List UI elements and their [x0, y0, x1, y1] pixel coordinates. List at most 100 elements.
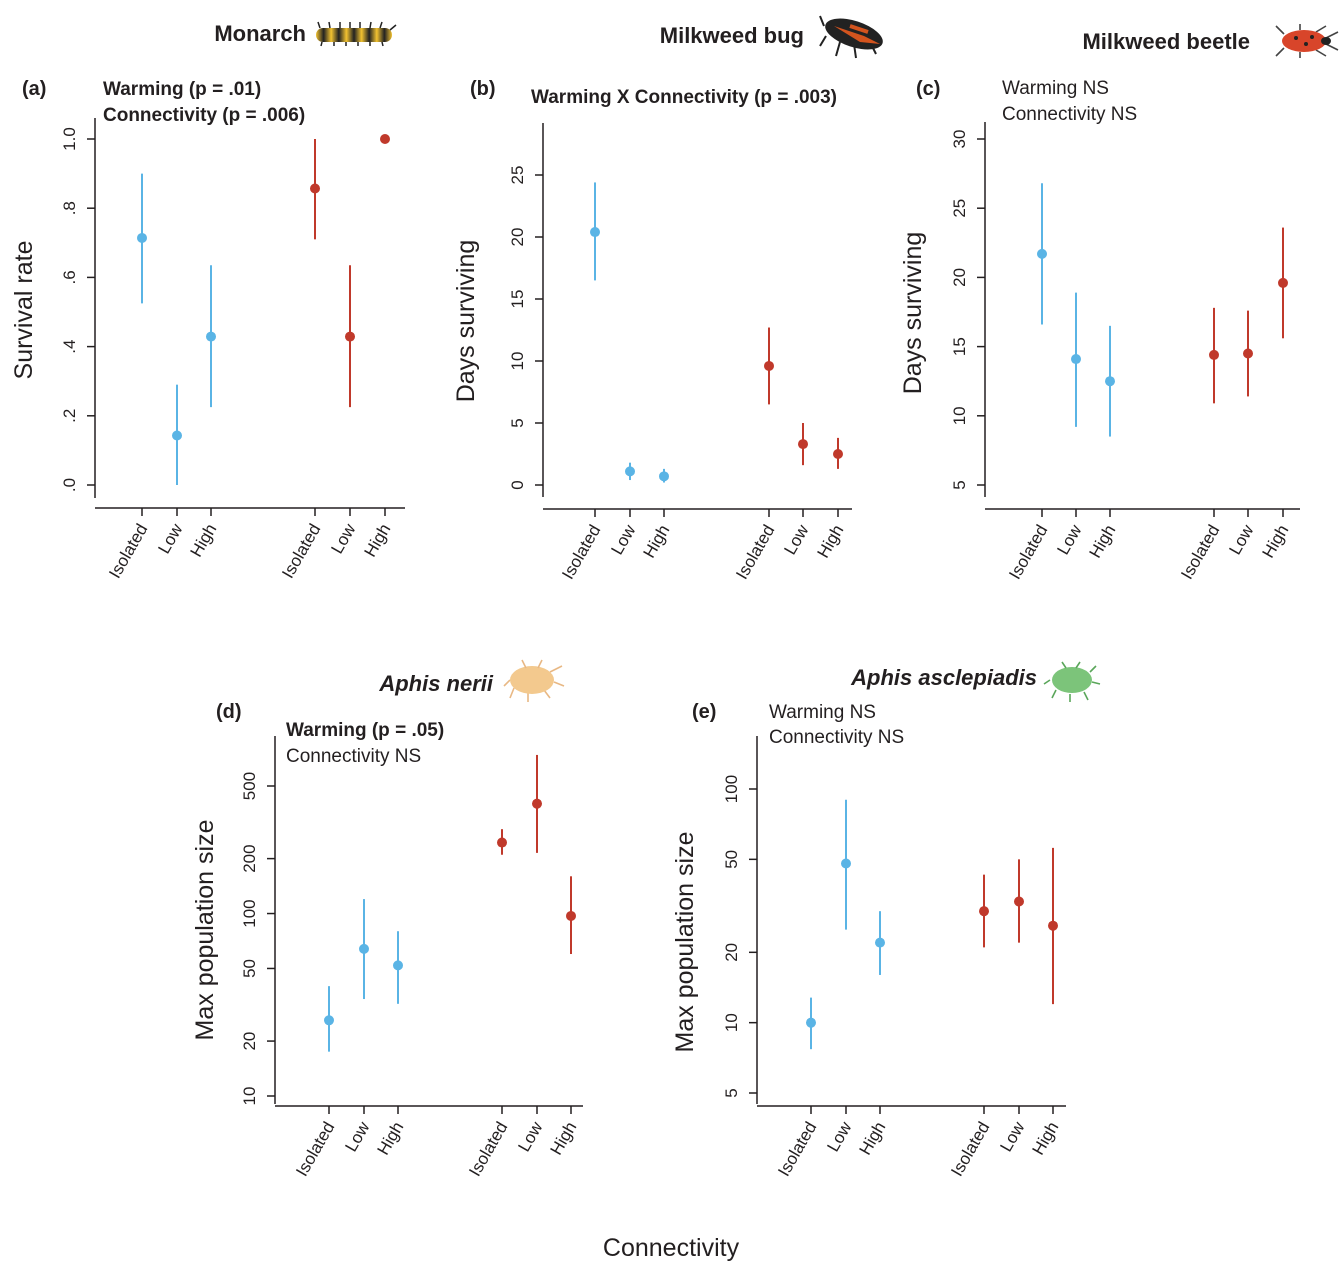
panel-c-x-tick-label: Low [1053, 521, 1085, 558]
panel-e-y-axis-label: Max population size [671, 832, 699, 1053]
panel-a-y-tick-label: .4 [60, 340, 79, 354]
panel-d-data-point [497, 837, 507, 848]
panel-a-x-tick-label: High [187, 521, 221, 561]
panel-e-x-tick-label: Isolated [947, 1119, 993, 1180]
panel-e-x-tick-label: High [1029, 1119, 1063, 1159]
panel-b-y-tick-label: 0 [508, 480, 527, 489]
panel-a-y-tick-label: .0 [60, 478, 79, 492]
panel-c-y-tick-label: 30 [950, 130, 969, 149]
panel-e-y-tick-label: 50 [722, 850, 741, 869]
panel-a-x-tick-label: High [361, 521, 395, 561]
panel-a-x-tick-label: Isolated [278, 521, 324, 582]
panel-b-x-tick-label: Low [607, 521, 639, 558]
panel-b-y-tick-label: 15 [508, 290, 527, 309]
panel-a-y-tick-label: .6 [60, 270, 79, 284]
panel-d-x-tick-label: Isolated [465, 1119, 511, 1180]
panel-d-data-point [393, 960, 403, 971]
panel-a-x-tick-label: Low [327, 520, 359, 557]
panel-a-stat-1: Warming (p = .01) [103, 79, 261, 100]
panel-a-data-point [345, 331, 355, 342]
panel-a-title: Monarch [214, 21, 306, 46]
panel-d-data-point [532, 798, 542, 809]
panel-e: Aphis asclepiadis (e) Warming NS Connect… [671, 661, 1101, 1180]
panel-b-x-tick-label: Low [780, 521, 812, 558]
panel-c-y-tick-label: 5 [950, 480, 969, 489]
panel-c-y-axis-label: Days surviving [899, 232, 927, 395]
panel-e-x-tick-label: Low [996, 1118, 1028, 1155]
panel-a-data-point [137, 232, 147, 243]
panel-c-data-point [1037, 248, 1047, 259]
panel-c-y-tick-label: 20 [950, 268, 969, 287]
panel-e-data-point [841, 858, 851, 869]
panel-e-x-tick-label: Low [823, 1118, 855, 1155]
panel-b-y-tick-label: 5 [508, 418, 527, 427]
panel-d-x-tick-label: Low [514, 1118, 546, 1155]
panel-e-y-tick-label: 5 [722, 1088, 741, 1097]
panel-c-stat-2: Connectivity NS [1002, 104, 1137, 125]
panel-a-stat-2: Connectivity (p = .006) [103, 105, 305, 126]
panel-b-x-tick-label: High [814, 522, 848, 562]
panel-b-y-tick-label: 10 [508, 352, 527, 371]
panel-c-data-point [1105, 376, 1115, 387]
panel-c-data-point [1209, 349, 1219, 360]
panel-d-y-tick-label: 200 [240, 844, 259, 872]
panel-d-data-point [359, 943, 369, 954]
panel-d-x-tick-label: Isolated [292, 1119, 338, 1180]
panel-d-stat-1: Warming (p = .05) [286, 720, 444, 741]
panel-a: Monarch (a) Warming (p = .01) Connectivi… [10, 21, 405, 582]
panel-c-x-tick-label: Low [1225, 521, 1257, 558]
panel-a-data-point [206, 331, 216, 342]
panel-e-marks [806, 799, 1058, 1050]
panel-b-y-axis-label: Days surviving [452, 240, 480, 403]
panel-e-x-tick-label: High [856, 1119, 890, 1159]
panel-c-y-tick-label: 15 [950, 337, 969, 356]
panel-e-data-point [1048, 920, 1058, 931]
panel-d-stat-2: Connectivity NS [286, 746, 421, 767]
panel-c-title: Milkweed beetle [1082, 29, 1250, 54]
panel-d-x-tick-label: High [547, 1119, 581, 1159]
panel-a-y-axis-label: Survival rate [10, 241, 38, 380]
panel-d-title: Aphis nerii [378, 671, 494, 696]
panel-b-label: (b) [470, 78, 496, 100]
panel-e-data-point [875, 937, 885, 948]
aphis-nerii-icon [503, 659, 565, 702]
panel-a-y-tick-label: .2 [60, 409, 79, 423]
panel-e-data-point [1014, 896, 1024, 907]
panel-d: Aphis nerii (d) Warming (p = .05) Connec… [191, 659, 583, 1180]
panel-d-data-point [324, 1015, 334, 1026]
panel-c-stat-1: Warming NS [1002, 78, 1109, 99]
panel-b-y-tick-label: 20 [508, 228, 527, 247]
panel-d-y-tick-label: 20 [240, 1032, 259, 1051]
panel-e-y-tick-label: 20 [722, 943, 741, 962]
panel-a-y-tick-label: .8 [60, 201, 79, 215]
panel-a-y-tick-label: 1.0 [60, 127, 79, 151]
panel-d-x-tick-label: Low [341, 1118, 373, 1155]
panel-b-data-point [833, 449, 843, 459]
panel-a-data-point [310, 183, 320, 194]
panel-a-data-point [380, 134, 390, 144]
panel-d-y-tick-label: 10 [240, 1087, 259, 1106]
panel-a-data-point [172, 430, 182, 441]
panel-b-stat-1: Warming X Connectivity (p = .003) [531, 87, 837, 108]
panel-d-marks [324, 754, 576, 1052]
panel-c-label: (c) [916, 78, 940, 100]
panel-b-y-tick-label: 25 [508, 166, 527, 185]
x-axis-label: Connectivity [603, 1234, 740, 1261]
panel-b-x-tick-label: Isolated [558, 522, 604, 583]
panel-b-data-point [798, 439, 808, 450]
panel-c-x-tick-label: Isolated [1005, 522, 1051, 583]
panel-b-data-point [764, 360, 774, 371]
panel-e-data-point [806, 1017, 816, 1028]
panel-d-y-tick-label: 50 [240, 959, 259, 978]
panel-c-x-tick-label: High [1086, 522, 1120, 562]
panel-d-y-tick-label: 100 [240, 899, 259, 927]
panel-d-x-tick-label: High [374, 1119, 408, 1159]
panel-e-title: Aphis asclepiadis [850, 665, 1037, 690]
panel-b-data-point [659, 471, 669, 482]
panel-b-data-point [625, 466, 635, 477]
